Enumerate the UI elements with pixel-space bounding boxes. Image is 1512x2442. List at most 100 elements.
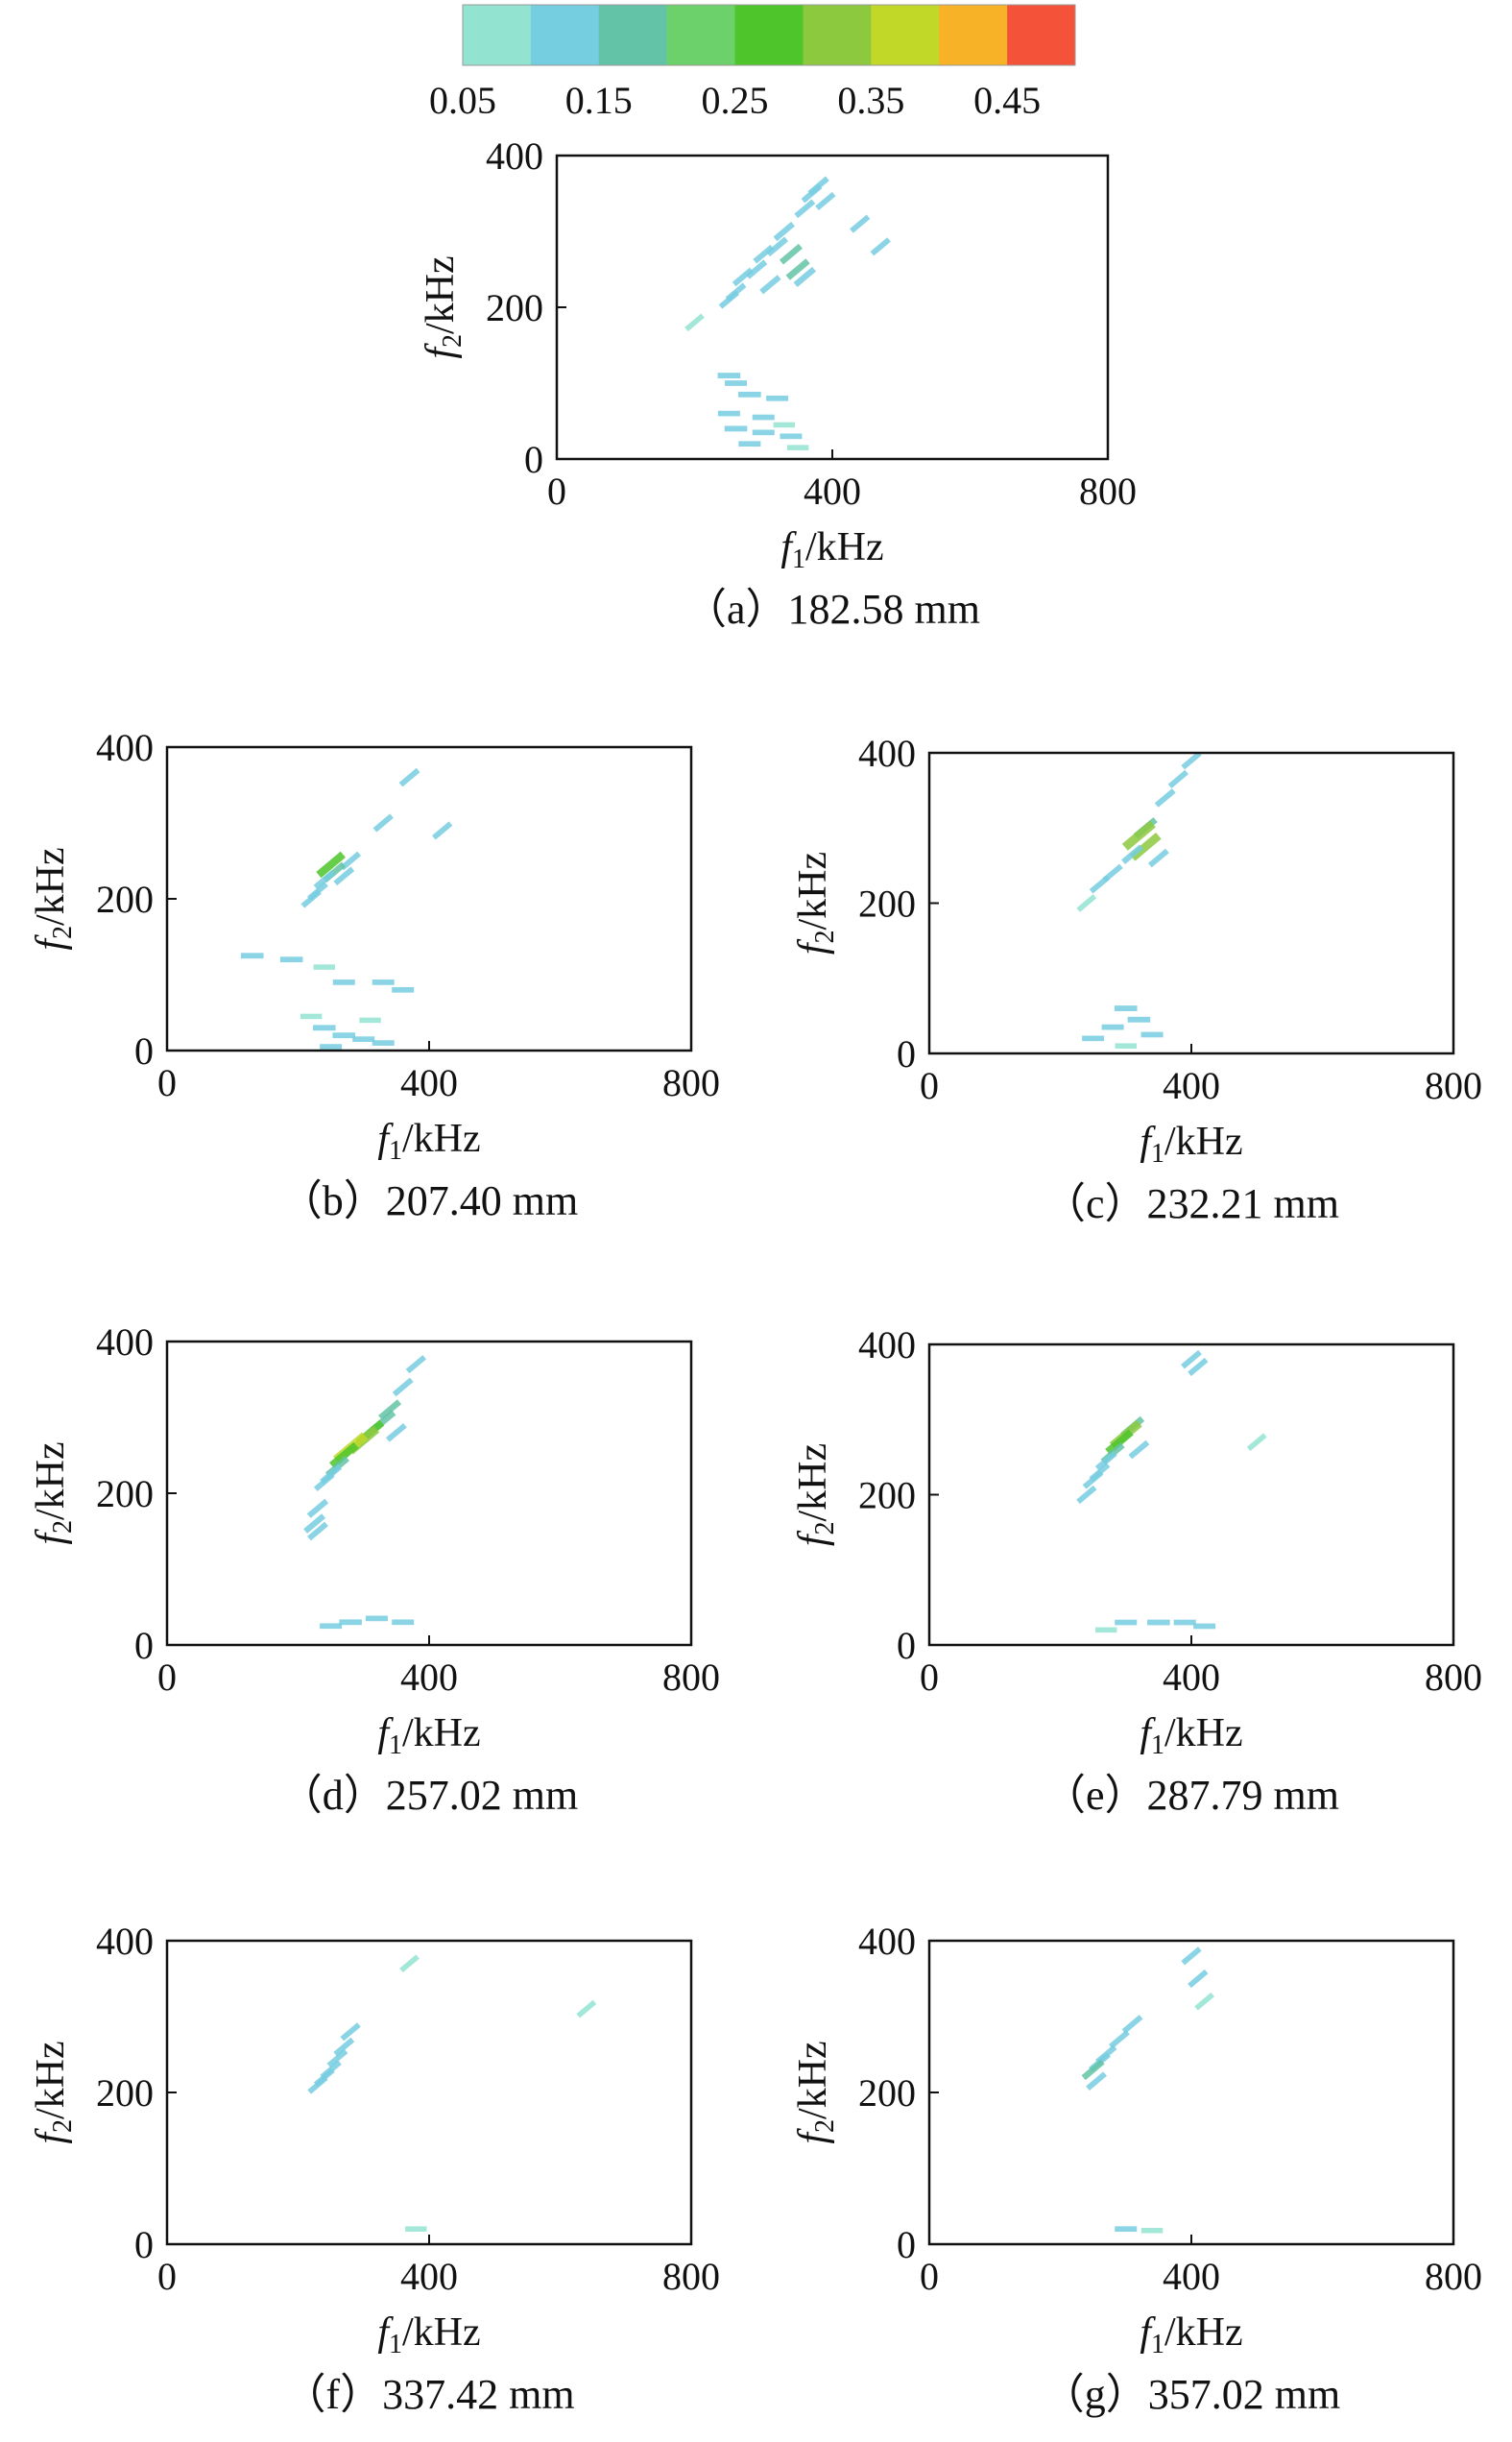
heatmap-cell	[732, 267, 754, 287]
x-axis-label: f1/kHz	[1140, 1120, 1242, 1169]
y-tick-label: 0	[897, 1032, 916, 1076]
heatmap-cell	[306, 1498, 329, 1518]
x-tick-label: 800	[662, 2255, 720, 2298]
heatmap-cell	[1181, 753, 1202, 770]
panels: 0 400 800 0 200 400 f1/kHz f2/kHz （a）182.58 mm 0 4…	[29, 134, 1482, 2418]
y-tick-label: 0	[134, 1624, 154, 1667]
heatmap-cell	[1076, 1485, 1097, 1505]
heatmap-cell	[1154, 788, 1176, 808]
y-tick-label: 0	[897, 2223, 916, 2266]
heatmap-cell	[1076, 894, 1097, 912]
heatmap-cell	[725, 380, 748, 386]
heatmap-cell	[313, 964, 335, 970]
heatmap-cell	[1121, 2015, 1143, 2034]
heatmap-cell	[717, 410, 740, 417]
heatmap-cell	[1188, 1357, 1209, 1377]
heatmap-cell	[1109, 2029, 1130, 2049]
heatmap-cell	[1082, 1035, 1105, 1042]
plot-frame	[165, 1939, 693, 2246]
heatmap-cell	[1193, 1623, 1216, 1630]
heatmap-cell	[850, 214, 871, 233]
y-tick-label: 400	[96, 726, 154, 769]
heatmap-cell	[372, 979, 395, 985]
x-tick-label: 800	[662, 1656, 720, 1699]
heatmap-cell	[339, 1619, 362, 1626]
heatmap-cell	[1114, 1005, 1138, 1011]
colorbar-segment	[530, 5, 600, 65]
plot-frame	[555, 154, 1110, 461]
x-tick-label: 800	[1425, 1656, 1482, 1699]
x-tick-label: 0	[157, 1061, 177, 1104]
heatmap-cell	[773, 422, 795, 428]
y-tick-label: 200	[96, 2071, 154, 2115]
y-tick-label: 400	[96, 1920, 154, 1963]
panel-caption: （d）257.02 mm	[280, 1772, 578, 1819]
panel-caption: （g）357.02 mm	[1043, 2371, 1340, 2418]
heatmap-cell	[1121, 820, 1156, 851]
heatmap-cell	[240, 953, 264, 959]
heatmap-cell	[313, 1025, 336, 1031]
x-tick-label: 400	[1163, 1064, 1220, 1107]
heatmap-cell	[753, 244, 775, 264]
heatmap-marks	[307, 1954, 597, 2232]
heatmap-panel: 0 400 800 0 200 400 f1/kHz f2/kHz （g）357.02 mm	[791, 1920, 1482, 2418]
heatmap-cell	[1127, 1016, 1151, 1023]
heatmap-cell	[372, 1040, 395, 1046]
heatmap-cell	[333, 866, 355, 886]
heatmap-cell	[279, 956, 303, 963]
heatmap-cell	[332, 1032, 356, 1039]
x-axis-label: f1/kHz	[377, 1711, 480, 1760]
x-axis-label: f1/kHz	[1140, 2310, 1242, 2359]
heatmap-cell	[1128, 1439, 1150, 1460]
heatmap-cell	[1140, 1031, 1164, 1038]
heatmap-marks	[1076, 753, 1202, 1049]
colorbar-segment	[463, 5, 532, 65]
heatmap-cell	[1082, 1470, 1104, 1489]
heatmap-cell	[794, 199, 816, 219]
y-tick-label: 400	[858, 732, 916, 775]
x-tick-label: 400	[1163, 2255, 1220, 2298]
plot-frame	[927, 751, 1455, 1055]
x-tick-label: 400	[400, 1061, 458, 1104]
heatmap-panel: 0 400 800 0 200 400 f1/kHz f2/kHz （c）232.21 mm	[791, 732, 1482, 1227]
heatmap-cell	[780, 433, 803, 440]
panel-caption: （b）207.40 mm	[280, 1177, 578, 1224]
heatmap-cell	[359, 1017, 381, 1024]
heatmap-cell	[1095, 1627, 1117, 1633]
colorbar-tick-label: 0.15	[565, 79, 633, 122]
heatmap-cell	[326, 2048, 348, 2068]
heatmap-cell	[300, 889, 322, 908]
heatmap-cell	[815, 191, 836, 210]
y-tick-label: 400	[858, 1920, 916, 1963]
heatmap-cell	[1101, 1024, 1124, 1030]
heatmap-cell	[1140, 2228, 1164, 2234]
heatmap-cell	[752, 429, 775, 436]
colorbar-frame	[462, 4, 1076, 66]
heatmap-cell	[718, 290, 740, 309]
heatmap-cell	[759, 275, 781, 295]
y-tick-label: 200	[486, 286, 543, 329]
heatmap-cell	[352, 1036, 375, 1042]
y-tick-label: 0	[897, 1624, 916, 1667]
heatmap-cell	[392, 1377, 414, 1397]
heatmap-cell	[316, 851, 346, 879]
heatmap-cell	[372, 813, 394, 833]
heatmap-cell	[738, 441, 761, 447]
colorbar-segment	[871, 5, 940, 65]
heatmap-panel: 0 400 800 0 200 400 f1/kHz f2/kHz （a）182.58 mm	[419, 134, 1137, 633]
heatmap-cell	[738, 391, 761, 398]
panel-caption: （c）232.21 mm	[1044, 1180, 1339, 1227]
colorbar-tick-label: 0.05	[429, 79, 496, 122]
colorbar-tick-label: 0.25	[702, 79, 769, 122]
colorbar-segment	[803, 5, 872, 65]
heatmap-cell	[684, 313, 705, 332]
colorbar-segment	[1007, 5, 1076, 65]
plot-frame	[927, 1342, 1455, 1647]
x-axis-label: f1/kHz	[1140, 1711, 1242, 1760]
heatmap-cell	[392, 1619, 415, 1626]
y-tick-label: 0	[524, 438, 543, 481]
heatmap-cell	[786, 445, 809, 450]
heatmap-cell	[399, 1954, 420, 1973]
heatmap-marks	[684, 176, 891, 450]
x-tick-label: 0	[920, 2255, 939, 2298]
